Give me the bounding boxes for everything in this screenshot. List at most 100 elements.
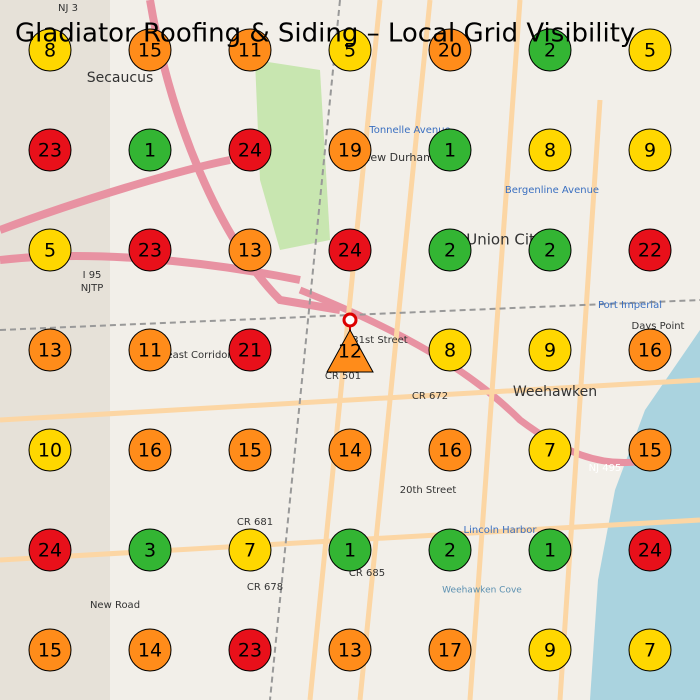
- rank-label: 1: [344, 540, 356, 562]
- rank-marker: [28, 228, 72, 272]
- rank-marker: [28, 428, 72, 472]
- rank-marker: [328, 228, 372, 272]
- map-label: 20th Street: [400, 485, 457, 496]
- map-label: Union City: [466, 231, 544, 249]
- rank-marker: [628, 528, 672, 572]
- rank-marker: [128, 428, 172, 472]
- rank-label: 16: [438, 440, 462, 462]
- rank-marker: [428, 428, 472, 472]
- rank-marker: [628, 228, 672, 272]
- map-label: Port Imperial: [598, 300, 662, 311]
- rank-label: 1: [144, 140, 156, 162]
- rank-label: 11: [238, 40, 262, 62]
- rank-label: 24: [38, 540, 62, 562]
- rank-label: 7: [544, 440, 556, 462]
- rank-label: 5: [344, 40, 356, 62]
- map-label: NJ 495: [589, 463, 622, 474]
- rank-label: 9: [544, 340, 556, 362]
- rank-marker: [328, 128, 372, 172]
- rank-marker: [28, 528, 72, 572]
- rank-label: 19: [338, 140, 362, 162]
- rank-marker: [628, 328, 672, 372]
- rank-label: 24: [238, 140, 262, 162]
- rank-label: 7: [644, 640, 656, 662]
- rank-marker: [528, 528, 572, 572]
- rank-label: 2: [444, 540, 456, 562]
- rank-label: 15: [638, 440, 662, 462]
- map-labels: Secaucus Union City New Durham Weehawken Ton…: [58, 3, 685, 611]
- rank-label: 9: [544, 640, 556, 662]
- rank-marker: [28, 628, 72, 672]
- rank-marker: [128, 228, 172, 272]
- map-label: Days Point: [632, 321, 685, 332]
- rank-marker: [228, 628, 272, 672]
- map-label: CR 672: [412, 391, 448, 402]
- rank-label: 22: [638, 240, 662, 262]
- rank-label: 2: [544, 240, 556, 262]
- rank-label: 10: [38, 440, 62, 462]
- rank-marker: [326, 328, 374, 373]
- rank-marker: [428, 128, 472, 172]
- rank-label: 14: [338, 440, 362, 462]
- rank-label: 13: [238, 240, 262, 262]
- rank-label: 24: [338, 240, 362, 262]
- map-label: NJTP: [81, 283, 104, 294]
- rank-marker: [328, 628, 372, 672]
- rank-marker: [528, 428, 572, 472]
- rank-label: 13: [38, 340, 62, 362]
- rank-marker: [228, 128, 272, 172]
- rank-label: 13: [338, 640, 362, 662]
- rank-label: 1: [544, 540, 556, 562]
- rank-marker: [328, 528, 372, 572]
- rank-marker: [128, 328, 172, 372]
- rank-marker: [428, 628, 472, 672]
- rank-marker: [228, 228, 272, 272]
- map-label: Weehawken: [513, 384, 597, 400]
- park: [255, 60, 330, 250]
- rank-label: 5: [644, 40, 656, 62]
- map-label: CR 681: [237, 517, 273, 528]
- rank-label: 15: [238, 440, 262, 462]
- rank-label: 3: [144, 540, 156, 562]
- rank-marker: [28, 328, 72, 372]
- rank-marker: [628, 128, 672, 172]
- rank-marker: [128, 28, 172, 72]
- rank-label: 20: [438, 40, 462, 62]
- rank-label: 12: [338, 341, 362, 363]
- rank-label: 8: [444, 340, 456, 362]
- rank-marker: [528, 128, 572, 172]
- rank-marker: [528, 28, 572, 72]
- rank-label: 16: [138, 440, 162, 462]
- rank-marker: [28, 28, 72, 72]
- rank-label: 9: [644, 140, 656, 162]
- rank-label: 24: [638, 540, 662, 562]
- highway: [298, 286, 651, 467]
- rank-label: 23: [38, 140, 62, 162]
- rank-marker: [628, 28, 672, 72]
- rank-label: 5: [44, 240, 56, 262]
- rank-marker: [528, 328, 572, 372]
- rank-marker: [628, 428, 672, 472]
- rank-label: 15: [138, 40, 162, 62]
- rank-marker: [228, 328, 272, 372]
- pin: [342, 312, 358, 328]
- rank-marker: [428, 28, 472, 72]
- rank-label: 8: [44, 40, 56, 62]
- rank-marker: [428, 328, 472, 372]
- rank-label: 23: [238, 640, 262, 662]
- rank-marker: [428, 528, 472, 572]
- map-label: New Road: [90, 600, 140, 611]
- rank-label: 15: [38, 640, 62, 662]
- rank-label: 2: [544, 40, 556, 62]
- rank-marker: [628, 628, 672, 672]
- rank-marker: [28, 128, 72, 172]
- rank-label: 11: [138, 340, 162, 362]
- map-label: Northeast Corridor: [138, 350, 232, 361]
- rank-marker: [228, 428, 272, 472]
- water: [590, 330, 700, 700]
- rank-marker: [528, 228, 572, 272]
- map-label: Lincoln Harbor: [464, 525, 538, 536]
- map-label: Weehawken Cove: [442, 586, 522, 596]
